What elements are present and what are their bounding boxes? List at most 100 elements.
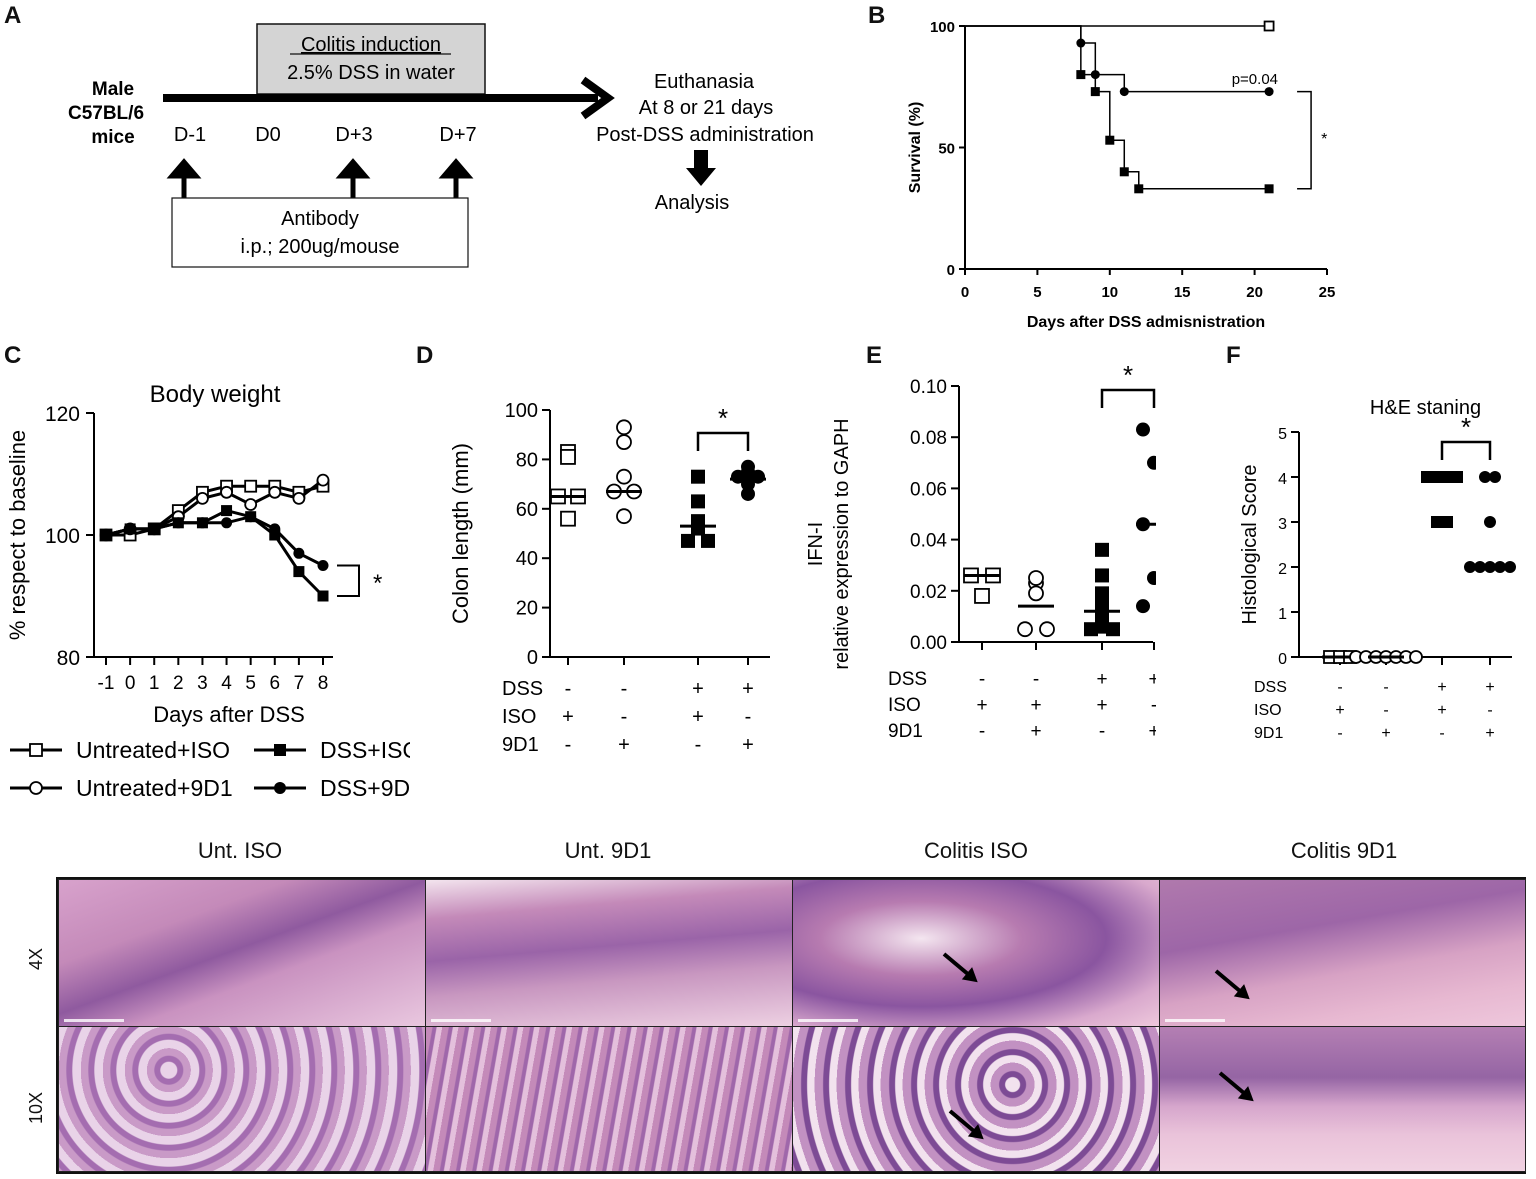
d-group-2-point: [691, 469, 705, 484]
panel-label-e: E: [866, 342, 883, 369]
f-condition-label-ISO: ISO: [1254, 702, 1282, 719]
scalebar-2: [431, 1019, 491, 1022]
histology-grid: [56, 877, 1526, 1174]
ifn-expression-chart: 0.00 0.02 0.04 0.06 0.08 0.10 IFN-I relative ex…: [805, 360, 1156, 742]
f-group-2-point: [1441, 516, 1453, 528]
f-condition-DSS-0: -: [1337, 679, 1342, 696]
c-sig-bracket: [337, 564, 360, 597]
e-y-axis-title-2: relative expression to GAPH: [831, 418, 853, 669]
f-ytick-label: 4: [1278, 471, 1287, 488]
e-group-1-point: [1028, 585, 1044, 602]
d-condition-ISO-2: +: [692, 706, 704, 728]
antibody-label: Antibody: [281, 208, 359, 230]
mouse-label-line3: mice: [91, 127, 134, 148]
d-sig-bracket: [696, 431, 750, 451]
e-group-2-point: [1095, 619, 1109, 634]
d-condition-label-ISO: ISO: [502, 706, 536, 728]
e-condition-ISO-3: -: [1151, 695, 1156, 716]
e-group-2-point: [1106, 622, 1120, 637]
f-condition-9D1-3: +: [1485, 725, 1494, 742]
d-condition-9D1-3: +: [742, 734, 754, 756]
d-condition-DSS-0: -: [565, 678, 572, 700]
c-y-axis-title: % respect to baseline: [5, 430, 30, 640]
e-ytick-label: 0.02: [910, 582, 947, 603]
b-sig-bracket: [1297, 90, 1312, 190]
d-condition-DSS-3: +: [742, 678, 754, 700]
euthanasia-line1: Euthanasia: [654, 71, 755, 93]
c-series-3-point: [221, 517, 233, 529]
c-x-axis-title: Days after DSS: [153, 702, 305, 727]
f-condition-DSS-3: +: [1485, 679, 1494, 696]
c-ytick-label: 120: [45, 403, 80, 426]
b-sig-star: *: [1321, 131, 1327, 148]
day-label-d0: D0: [255, 124, 281, 146]
d-group-0-point: [560, 510, 576, 527]
e-group-1-point: [1039, 621, 1055, 638]
antibody-dose: i.p.; 200ug/mouse: [241, 236, 400, 258]
body-weight-chart: Body weight 80 100 120 -1 0 1 2 3 4 5 6 7 8 % respect …: [5, 381, 410, 801]
survival-chart: 0 50 100 0 5 10 15 20 25 Survival (%) Days after D…: [907, 19, 1335, 331]
scalebar-4: [1165, 1019, 1225, 1022]
b-series-line-1: [965, 25, 1270, 93]
c-xtick-label: 3: [197, 673, 208, 694]
d-ytick-label: 40: [516, 548, 538, 570]
c-ytick-label: 80: [57, 647, 80, 670]
b-y-axis-title: Survival (%): [907, 102, 924, 194]
d-condition-DSS-2: +: [692, 678, 704, 700]
c-ytick-label: 100: [45, 525, 80, 548]
c-series-line-0: [106, 484, 324, 537]
d-group-1-point: [616, 434, 632, 451]
d-group-2-point: [691, 521, 705, 536]
b-series-1-point: [1119, 87, 1129, 97]
e-condition-9D1-1: +: [1030, 721, 1041, 742]
e-condition-DSS-2: +: [1096, 669, 1107, 690]
e-ytick-label: 0.00: [910, 633, 947, 654]
b-series-0-point: [1263, 20, 1275, 32]
c-legend-marker-0: [29, 743, 43, 757]
c-series-3-point: [172, 517, 184, 529]
f-condition-DSS-1: -: [1383, 679, 1388, 696]
e-ytick-label: 0.06: [910, 479, 947, 500]
schematic-diagram: Male C57BL/6 mice Colitis induction 2.5%…: [68, 23, 814, 268]
c-series-2-point: [293, 566, 305, 578]
injection-arrows: [166, 158, 474, 198]
c-xtick-label: 1: [149, 673, 160, 694]
day-label-d3: D+3: [335, 124, 372, 146]
e-condition-ISO-0: +: [976, 695, 987, 716]
c-series-3-point: [148, 523, 160, 535]
e-condition-ISO-2: +: [1096, 695, 1107, 716]
c-series-2-point: [221, 505, 233, 517]
b-series-2-point: [1090, 87, 1100, 97]
f-condition-DSS-2: +: [1437, 679, 1446, 696]
c-series-1-point: [268, 485, 282, 499]
d-group-3-point: [741, 486, 755, 501]
f-group-3-point: [1464, 561, 1476, 573]
d-condition-9D1-2: -: [695, 734, 702, 756]
f-ytick-label: 0: [1278, 651, 1287, 668]
d-ytick-label: 80: [516, 449, 538, 471]
b-ytick-label: 0: [947, 262, 955, 279]
f-ytick-label: 5: [1278, 426, 1287, 443]
histo-col-title-3: Colitis ISO: [924, 838, 1028, 863]
analysis-label: Analysis: [655, 192, 729, 214]
d-group-2-point: [701, 533, 715, 548]
c-series-3-point: [196, 517, 208, 529]
c-xtick-label: 5: [245, 673, 256, 694]
histo-col-title-1: Unt. ISO: [197, 838, 283, 863]
e-condition-label-9D1: 9D1: [888, 721, 923, 742]
d-group-1-point: [616, 508, 632, 525]
c-series-1-point: [244, 498, 258, 511]
f-condition-label-DSS: DSS: [1254, 679, 1287, 696]
scalebar-1: [64, 1019, 124, 1022]
f-condition-ISO-3: -: [1487, 702, 1492, 719]
e-group-2-point: [1095, 594, 1109, 609]
b-series-2-point: [1119, 167, 1129, 177]
f-y-axis-title: Histological Score: [1239, 464, 1261, 624]
e-group-3-point: [1147, 571, 1156, 585]
f-condition-label-9D1: 9D1: [1254, 725, 1283, 742]
mouse-label-line2: C57BL/6: [68, 103, 144, 124]
histo-unt-iso-4x: [58, 879, 426, 1027]
c-series-1-point: [292, 491, 306, 505]
c-series-2-point: [317, 590, 329, 602]
histo-col-title-2: Unt. 9D1: [564, 838, 652, 863]
